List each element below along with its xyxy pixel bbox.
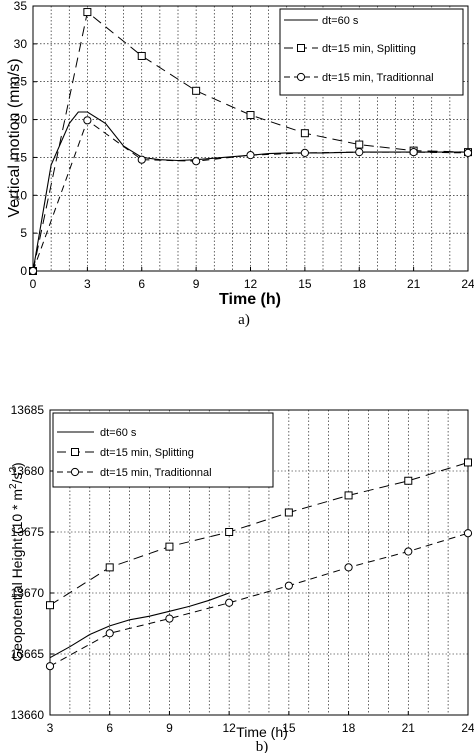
- circle-marker: [165, 614, 174, 623]
- series-line-1: [49, 592, 230, 659]
- legend-a-entry-2: dt=15 min, Splitting: [322, 43, 416, 55]
- x-tick-label: 0: [30, 277, 37, 291]
- circle-marker: [300, 148, 309, 157]
- x-tick-label: 24: [461, 721, 474, 735]
- y-label-b-main: Geopotential Height (10 * m: [9, 489, 25, 662]
- y-label-b-end: ): [9, 462, 25, 467]
- panel-b-series: [45, 458, 473, 671]
- square-marker: [83, 8, 92, 17]
- x-tick-label: 3: [84, 277, 91, 291]
- square-marker: [284, 508, 293, 517]
- circle-marker: [355, 148, 364, 157]
- x-tick-label: 9: [193, 277, 200, 291]
- legend-a-square-marker: [297, 44, 305, 52]
- x-tick-label: 9: [166, 721, 173, 735]
- panel-a-chart: 0 3 6 9 12 15 18 21 24 0 5 10 15 20 25 30 35 dt=60 s dt=…: [6, 0, 474, 328]
- panel-a-x-axis-label: Time (h): [219, 291, 281, 308]
- circle-marker: [45, 662, 55, 671]
- square-marker: [225, 528, 234, 536]
- panel-a-y-axis-label: Vertical motion (mm/s): [6, 58, 23, 217]
- x-tick-label: 12: [222, 721, 236, 735]
- y-tick-label: 13680: [11, 464, 45, 478]
- circle-marker: [105, 629, 114, 638]
- y-tick-label: 13685: [11, 403, 45, 417]
- square-marker: [464, 458, 472, 467]
- circle-marker: [404, 547, 413, 556]
- y-tick-label: 0: [20, 264, 27, 278]
- legend-a-entry-3: dt=15 min, Traditionnal: [322, 72, 434, 84]
- panel-a-legend: dt=60 s dt=15 min, Splitting dt=15 min, …: [279, 8, 464, 96]
- circle-marker: [28, 266, 38, 276]
- y-label-b-sup-2: 2: [8, 467, 19, 473]
- panel-b-legend-box: [52, 412, 274, 488]
- x-tick-label: 12: [244, 277, 258, 291]
- x-tick-label: 6: [106, 721, 113, 735]
- legend-a-entry-1: dt=60 s: [322, 15, 359, 27]
- circle-marker: [192, 157, 201, 166]
- x-tick-label: 6: [138, 277, 145, 291]
- panel-b-legend: dt=60 s dt=15 min, Splitting dt=15 min, …: [52, 412, 274, 488]
- square-marker: [137, 51, 146, 60]
- panel-b-label: b): [256, 739, 269, 753]
- circle-marker: [344, 563, 353, 572]
- square-marker: [192, 86, 201, 95]
- legend-b-circle-marker: [70, 467, 80, 477]
- legend-b-square-marker: [71, 448, 79, 456]
- y-tick-label: 30: [14, 37, 28, 51]
- panel-b-chart: 3 6 9 12 15 18 21 24 13660 13665 13670 13675 13680 13…: [8, 403, 474, 753]
- x-tick-label: 21: [407, 277, 421, 291]
- series-line-2: [49, 462, 469, 606]
- y-tick-label: 13670: [11, 586, 45, 600]
- y-tick-label: 13660: [11, 708, 45, 722]
- y-tick-label: 20: [14, 113, 28, 127]
- square-marker: [300, 129, 309, 138]
- y-tick-label: 5: [20, 226, 27, 240]
- panel-a-tick-labels: 0 3 6 9 12 15 18 21 24 0 5 10 15 20 25 30 35: [14, 0, 474, 291]
- square-marker: [404, 476, 413, 485]
- legend-b-entry-1: dt=60 s: [100, 427, 137, 439]
- legend-a-circle-marker: [296, 72, 306, 82]
- series-line-3: [49, 532, 469, 667]
- square-marker: [355, 140, 364, 149]
- circle-marker: [409, 148, 418, 157]
- panel-b-x-axis-label: Time (h): [236, 724, 288, 740]
- circle-marker: [225, 598, 234, 607]
- x-tick-label: 18: [342, 721, 356, 735]
- x-tick-label: 21: [402, 721, 416, 735]
- panel-b-tick-labels: 3 6 9 12 15 18 21 24 13660 13665 13670 13675 13680 13…: [11, 403, 474, 735]
- x-tick-label: 18: [353, 277, 367, 291]
- panel-a-label: a): [238, 312, 250, 328]
- panel-a-series: [28, 8, 473, 276]
- circle-marker: [246, 151, 255, 160]
- square-marker: [105, 563, 114, 572]
- y-tick-label: 13665: [11, 647, 45, 661]
- square-marker: [165, 542, 174, 551]
- panel-b-frame: [49, 409, 469, 716]
- square-marker: [46, 601, 54, 610]
- y-label-b-sup-1: 2: [8, 483, 19, 489]
- x-tick-label: 24: [461, 277, 474, 291]
- y-label-b-mid: /s: [9, 473, 25, 484]
- y-tick-label: 35: [14, 0, 28, 13]
- x-tick-label: 3: [47, 721, 54, 735]
- circle-marker: [83, 116, 92, 125]
- circle-marker: [463, 529, 473, 538]
- panel-b-y-axis-label: Geopotential Height (10 * m2/s2): [8, 462, 25, 661]
- y-tick-label: 25: [14, 75, 28, 89]
- square-marker: [344, 491, 353, 500]
- x-tick-label: 15: [282, 721, 296, 735]
- panel-a-legend-box: [279, 8, 464, 96]
- y-tick-label: 10: [14, 188, 28, 202]
- circle-marker: [137, 155, 146, 164]
- circle-marker: [463, 148, 473, 157]
- y-tick-label: 15: [14, 150, 28, 164]
- y-tick-label: 13675: [11, 525, 45, 539]
- x-tick-label: 15: [298, 277, 312, 291]
- square-marker: [246, 111, 255, 120]
- legend-b-entry-2: dt=15 min, Splitting: [100, 447, 194, 459]
- circle-marker: [284, 581, 293, 590]
- series-line-1: [32, 111, 468, 272]
- legend-b-entry-3: dt=15 min, Traditionnal: [100, 467, 212, 479]
